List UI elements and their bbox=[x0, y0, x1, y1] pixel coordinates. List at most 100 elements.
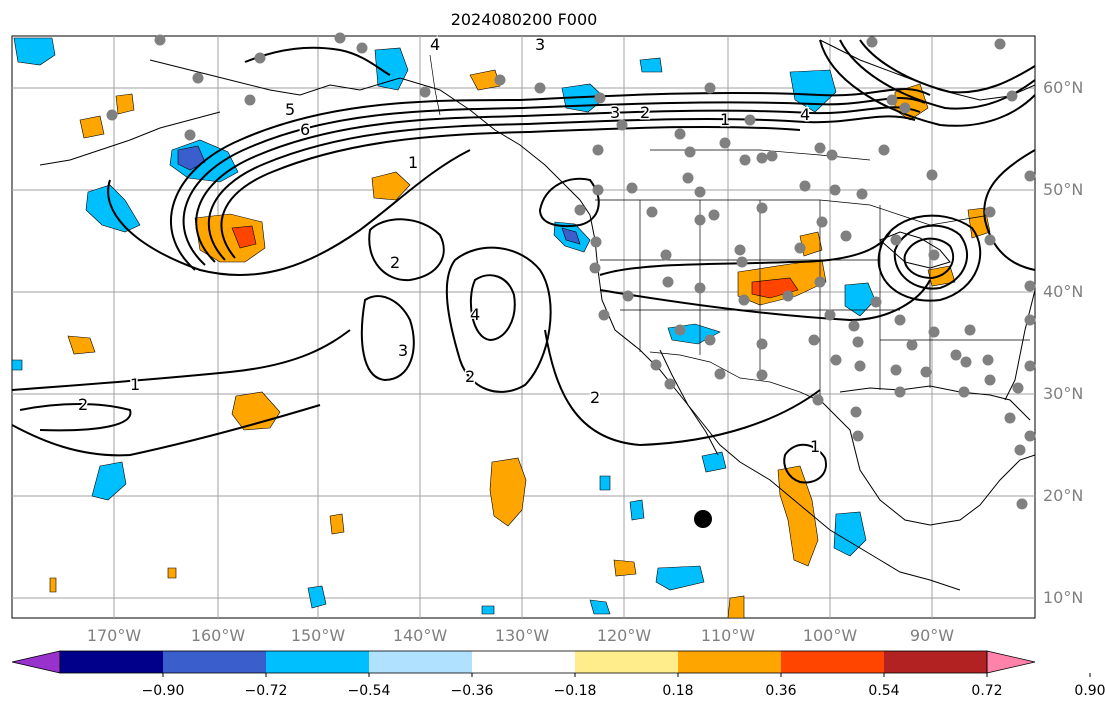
colorbar-segment bbox=[781, 651, 885, 673]
colorbar-extend-high bbox=[986, 650, 1036, 674]
shade-region bbox=[49, 577, 57, 593]
station-dot bbox=[928, 249, 940, 261]
shade-region bbox=[655, 565, 705, 591]
shade-region bbox=[67, 335, 96, 355]
colorbar-tick-label: −0.36 bbox=[450, 683, 494, 699]
station-dot bbox=[782, 290, 794, 302]
station-dot bbox=[616, 119, 628, 131]
station-dot bbox=[870, 296, 882, 308]
shade-region bbox=[789, 69, 837, 113]
shade-region bbox=[639, 57, 663, 73]
contour-line bbox=[983, 149, 1036, 271]
shade-region bbox=[489, 457, 527, 527]
coastline-great-lakes bbox=[879, 231, 951, 269]
longitude-label: 110°W bbox=[700, 626, 756, 645]
colorbar-tick-label: 0.18 bbox=[662, 683, 694, 699]
contour-label: 1 bbox=[130, 375, 140, 394]
shade-region bbox=[701, 451, 727, 473]
station-dot bbox=[1006, 90, 1018, 102]
latitude-label: 20°N bbox=[1043, 486, 1084, 505]
contour-line bbox=[599, 231, 891, 276]
shade-region bbox=[329, 513, 345, 535]
station-dot bbox=[928, 326, 940, 338]
contour-line bbox=[207, 115, 916, 261]
station-dot bbox=[856, 188, 868, 200]
border-us-mexico bbox=[649, 351, 823, 403]
colorbar-tick-label: −0.18 bbox=[553, 683, 597, 699]
station-dot bbox=[674, 324, 686, 336]
station-dot bbox=[982, 354, 994, 366]
station-dot bbox=[890, 364, 902, 376]
shade-region bbox=[91, 461, 127, 501]
station-dot bbox=[958, 386, 970, 398]
map-area bbox=[11, 35, 1036, 619]
latitude-label: 40°N bbox=[1043, 282, 1084, 301]
station-dot bbox=[704, 334, 716, 346]
contour-line bbox=[819, 39, 1036, 127]
shade-region bbox=[589, 599, 611, 615]
station-dot bbox=[708, 209, 720, 221]
station-dot bbox=[964, 324, 976, 336]
station-dot bbox=[590, 236, 602, 248]
station-dot bbox=[984, 206, 996, 218]
contour-label: 2 bbox=[590, 388, 600, 407]
station-dot bbox=[852, 430, 864, 442]
colorbar-tick-label: 0.72 bbox=[971, 683, 1003, 699]
contour-line bbox=[893, 224, 969, 290]
chart-title: 2024080200 F000 bbox=[450, 10, 598, 29]
station-dot bbox=[598, 309, 610, 321]
shade-region bbox=[777, 465, 819, 567]
colorbar-outline bbox=[59, 650, 988, 674]
contour-line bbox=[107, 149, 471, 277]
station-dot bbox=[766, 150, 778, 162]
coastline-east bbox=[1004, 289, 1036, 401]
shade-region bbox=[13, 37, 56, 66]
colorbar-segment bbox=[678, 651, 782, 673]
contour-label: 6 bbox=[300, 120, 310, 139]
contour-label: 1 bbox=[810, 437, 820, 456]
colorbar-tick-label: −0.54 bbox=[347, 683, 391, 699]
station-dot bbox=[1024, 170, 1036, 182]
station-dot bbox=[694, 186, 706, 198]
shade-region bbox=[11, 359, 23, 371]
colorbar-segment bbox=[266, 651, 370, 673]
station-dot bbox=[890, 234, 902, 246]
latitude-label: 10°N bbox=[1043, 588, 1084, 607]
station-dot bbox=[736, 256, 748, 268]
colorbar bbox=[11, 650, 1091, 677]
contour-line bbox=[859, 39, 1036, 94]
station-dot bbox=[794, 242, 806, 254]
station-dot bbox=[1024, 360, 1036, 372]
station-dot bbox=[756, 369, 768, 381]
longitude-label: 90°W bbox=[909, 626, 955, 645]
contour-line bbox=[11, 404, 321, 457]
station-dot bbox=[829, 184, 841, 196]
station-dot bbox=[1016, 498, 1028, 510]
station-dot bbox=[650, 359, 662, 371]
station-dot bbox=[660, 249, 672, 261]
station-dot bbox=[1024, 280, 1036, 292]
station-dot bbox=[756, 152, 768, 164]
station-dot bbox=[808, 334, 820, 346]
station-dot bbox=[674, 128, 686, 140]
station-dot bbox=[799, 180, 811, 192]
contour-label: 3 bbox=[535, 35, 545, 54]
colorbar-segment bbox=[369, 651, 473, 673]
contour-label: 5 bbox=[285, 100, 295, 119]
station-dot bbox=[682, 172, 694, 184]
shade-region bbox=[629, 499, 645, 521]
station-dot bbox=[886, 94, 898, 106]
contour-label: 1 bbox=[408, 153, 418, 172]
latitude-label: 60°N bbox=[1043, 78, 1084, 97]
contour-labels: 1 2 3 4 56 1 2 3 4 1 2 3 4 2 1 2 bbox=[77, 34, 822, 458]
colorbar-tick-label: 0.90 bbox=[1074, 683, 1105, 699]
contour-label: 2 bbox=[78, 395, 88, 414]
longitude-label: 150°W bbox=[290, 626, 346, 645]
contour-label: 3 bbox=[610, 103, 620, 122]
contour-label: 4 bbox=[800, 105, 810, 124]
colorbar-segment bbox=[575, 651, 679, 673]
station-dot bbox=[960, 356, 972, 368]
station-dot bbox=[664, 378, 676, 390]
longitude-label: 100°W bbox=[802, 626, 858, 645]
